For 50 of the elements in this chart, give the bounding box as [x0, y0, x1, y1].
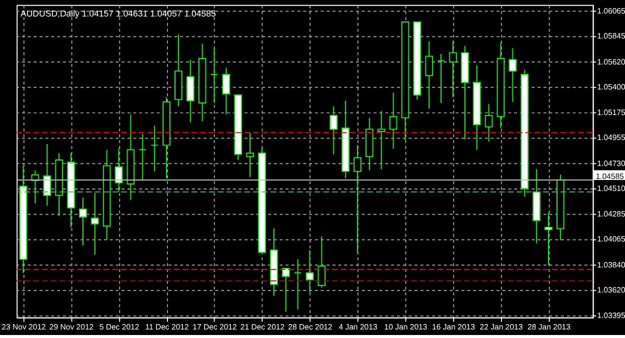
candlestick	[508, 48, 517, 102]
x-tick-label: 10 Jan 2013	[384, 322, 428, 332]
candlestick	[246, 132, 254, 178]
candlestick	[282, 268, 290, 312]
candlestick	[138, 133, 147, 182]
x-tick-label: 23 Nov 2012	[2, 322, 46, 332]
candlestick	[377, 110, 386, 170]
x-tick-label: 22 Jan 2013	[480, 322, 523, 332]
candlestick	[318, 236, 326, 288]
chart-title: AUDUSD,Daily 1.04157 1.04631 1.04057 1.04585	[20, 8, 216, 19]
candlestick	[79, 197, 87, 246]
y-tick-label: 1.04065	[597, 234, 625, 244]
candlestick	[437, 53, 445, 104]
y-tick-label: 1.04285	[597, 210, 625, 219]
y-tick-label: 1.03620	[597, 285, 625, 294]
x-tick-label: 21 Dec 2012	[240, 322, 285, 332]
candlestick	[544, 212, 552, 266]
candlestick	[43, 144, 52, 206]
candlestick	[210, 48, 218, 104]
x-tick-label: 16 Jan 2013	[432, 322, 475, 332]
y-tick-label: 1.04510	[597, 184, 625, 193]
y-tick-label: 1.05845	[597, 32, 625, 41]
candlestick	[150, 125, 158, 172]
y-tick-label: 1.05620	[597, 57, 625, 66]
y-tick-label: 1.05175	[597, 108, 625, 118]
y-tick-label: 1.04955	[597, 133, 625, 142]
candlestick	[425, 40, 434, 110]
x-tick-label: 5 Dec 2012	[99, 322, 140, 332]
x-tick-label: 4 Jan 2013	[338, 322, 378, 332]
candlestick	[114, 148, 123, 192]
y-tick-label: 1.03840	[597, 260, 625, 270]
candlestick	[389, 92, 398, 150]
x-tick-label: 17 Dec 2012	[192, 322, 237, 332]
candlestick	[306, 250, 314, 293]
candlestick	[449, 40, 457, 98]
y-tick-label: 1.05400	[597, 82, 625, 92]
candlestick	[330, 106, 338, 155]
x-tick-label: 28 Jan 2013	[528, 322, 570, 332]
x-tick-label: 28 Dec 2012	[288, 322, 332, 332]
y-tick-label: 1.06065	[597, 6, 625, 16]
candlestick	[90, 192, 99, 256]
x-tick-label: 29 Nov 2012	[49, 322, 94, 332]
x-tick-label: 11 Dec 2012	[145, 322, 189, 332]
candlestick	[186, 59, 194, 123]
candlestick	[222, 67, 230, 115]
y-tick-label: 1.04730	[597, 158, 625, 168]
candlestick	[484, 104, 493, 142]
ref-line-label: 1.04585	[596, 172, 625, 181]
candlestick	[294, 258, 302, 310]
y-tick-label: 1.03395	[597, 311, 625, 320]
